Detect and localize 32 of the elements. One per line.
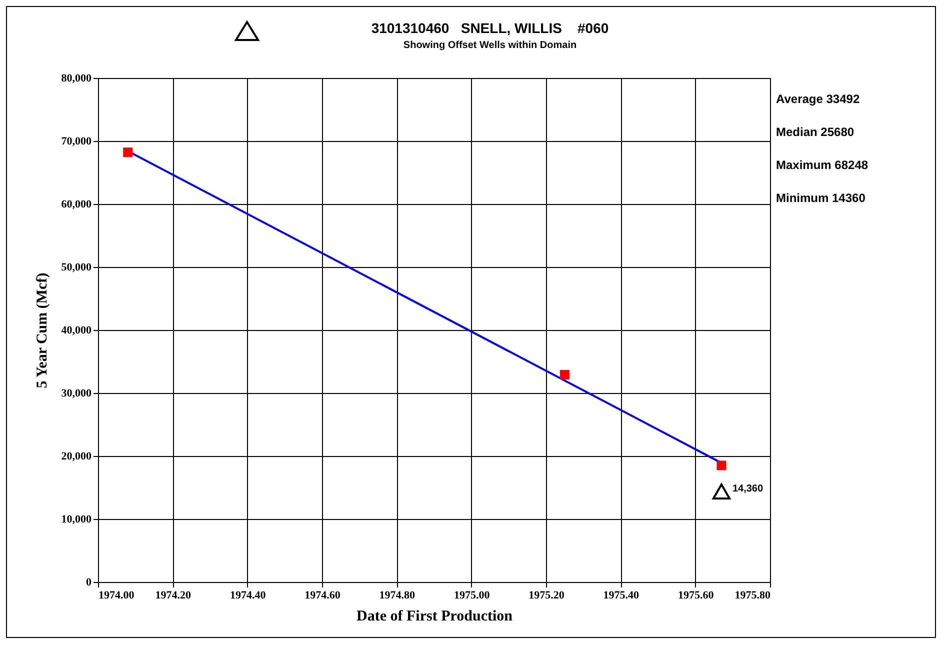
y-tick-label: 80,000 <box>61 72 92 84</box>
y-tick-label: 30,000 <box>61 388 92 400</box>
y-tick-label: 70,000 <box>61 136 92 148</box>
x-tick-label: 1975.00 <box>454 590 490 602</box>
x-tick-label: 1974.00 <box>98 590 135 602</box>
point <box>712 484 731 500</box>
y-tick-label: 10,000 <box>61 514 92 526</box>
x-tick-label: 1975.80 <box>734 590 771 602</box>
x-tick-label: 1974.60 <box>304 590 341 602</box>
x-tick-label: 1975.60 <box>678 590 714 602</box>
chart-title: 3101310460 SNELL, WILLIS #060 <box>370 20 610 36</box>
text: Average 33492 <box>776 92 861 108</box>
y-tick-label: 60,000 <box>61 198 92 210</box>
y-tick-label: 40,000 <box>61 324 92 336</box>
x-tick-label: 1974.80 <box>379 590 416 602</box>
y-tick-label: 20,000 <box>61 450 92 462</box>
x-axis-title: Date of First Production <box>356 608 514 624</box>
x-tick-label: 1975.20 <box>528 590 565 602</box>
y-axis-title: 5 Year Cum (Mcf) <box>34 272 50 388</box>
point <box>123 148 133 158</box>
data-label: 14,360 <box>732 484 764 495</box>
point <box>716 460 726 470</box>
y-tick-label: 50,000 <box>61 262 92 274</box>
text: Median 25680 <box>776 125 856 141</box>
x-tick-label: 1974.40 <box>230 590 266 602</box>
text: Maximum 68248 <box>776 158 868 174</box>
chart-subtitle: Showing Offset Wells within Domain <box>402 40 578 51</box>
x-tick-label: 1975.40 <box>603 590 640 602</box>
text: Minimum 14360 <box>776 191 866 207</box>
point <box>560 370 570 380</box>
x-tick-label: 1974.20 <box>155 590 192 602</box>
y-tick-label: 0 <box>86 576 92 588</box>
